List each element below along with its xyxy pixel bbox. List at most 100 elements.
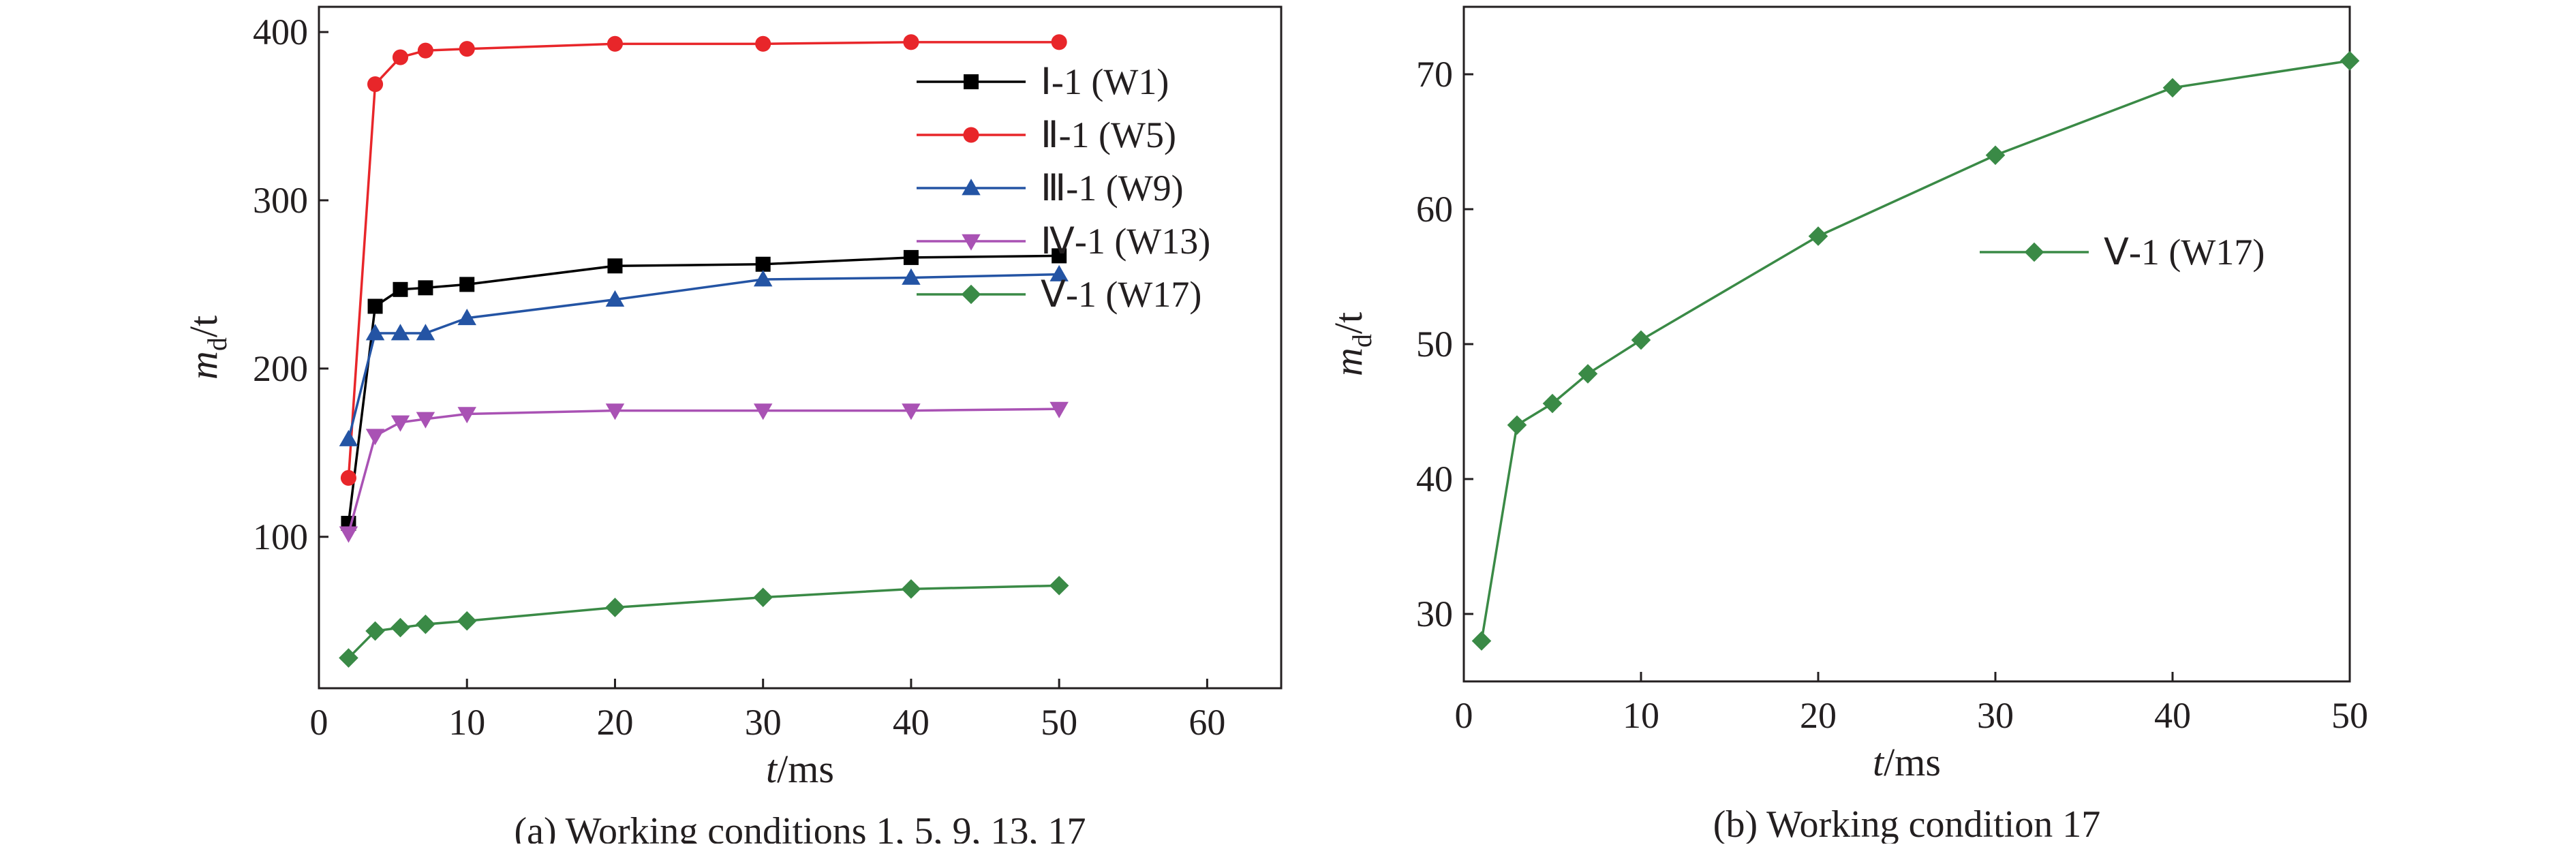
data-point — [1808, 226, 1828, 246]
data-point — [367, 298, 383, 314]
data-point — [1631, 330, 1651, 350]
data-point — [902, 403, 921, 420]
x-tick-label: 0 — [1455, 695, 1473, 736]
x-tick-label: 10 — [1623, 695, 1659, 736]
data-point — [367, 76, 384, 93]
data-point — [365, 429, 385, 446]
data-point — [418, 280, 433, 296]
data-point — [459, 41, 475, 57]
x-axis-variable: t — [1873, 740, 1885, 784]
y-axis-variable: m — [181, 351, 226, 380]
x-tick-label: 20 — [596, 702, 633, 743]
data-point — [1049, 576, 1069, 596]
data-point — [390, 617, 410, 638]
series-0 — [341, 248, 1067, 532]
legend: Ⅴ-1 (W17) — [1980, 232, 2265, 273]
y-tick-label: 60 — [1416, 189, 1453, 230]
plot-frame — [1462, 5, 2351, 683]
data-point — [1578, 364, 1598, 384]
data-point — [605, 290, 625, 307]
panel-caption: (a) Working conditions 1, 5, 9, 13, 17 — [514, 810, 1086, 844]
x-tick-label: 40 — [893, 702, 930, 743]
series-2 — [339, 264, 1069, 446]
legend-label: Ⅳ-1 (W13) — [1041, 221, 1210, 262]
legend-label: Ⅰ-1 (W1) — [1041, 61, 1169, 102]
data-point — [365, 324, 385, 341]
data-point — [753, 403, 773, 420]
y-tick-label: 300 — [253, 180, 308, 221]
data-point — [901, 579, 921, 599]
x-axis-unit: /ms — [1884, 740, 1941, 784]
y-axis-unit: /t — [1326, 312, 1370, 334]
y-tick-label: 70 — [1416, 54, 1453, 95]
data-point — [459, 277, 475, 292]
data-point — [417, 42, 433, 59]
series-line — [347, 41, 1060, 478]
legend-marker — [964, 74, 979, 89]
chart-panel-a: 0 10 20 30 40 50 60 100 200 300 400 t/ms md/t (a) Wor… — [181, 5, 1283, 847]
legend: Ⅰ-1 (W1) Ⅱ-1 (W5) Ⅲ-1 (W9) Ⅳ-1 (W13) Ⅴ-1 (W1… — [917, 61, 1210, 315]
x-tick-label: 30 — [745, 702, 782, 743]
series-3 — [339, 401, 1069, 543]
panel-caption: (b) Working condition 17 — [1713, 803, 2100, 844]
legend-label: Ⅱ-1 (W5) — [1041, 114, 1176, 155]
series-4 — [339, 576, 1069, 668]
legend-item: Ⅳ-1 (W13) — [917, 221, 1210, 262]
data-point — [2340, 50, 2360, 71]
series-1 — [340, 34, 1067, 486]
legend-label: Ⅲ-1 (W9) — [1041, 168, 1184, 209]
x-axis-label: t/ms — [766, 747, 834, 791]
x-tick-label: 50 — [1041, 702, 1077, 743]
data-point — [753, 587, 773, 607]
data-point — [903, 249, 919, 265]
legend-marker — [962, 179, 981, 196]
data-point — [1051, 34, 1067, 50]
y-axis-variable: m — [1326, 348, 1370, 376]
legend-item: Ⅰ-1 (W1) — [917, 61, 1169, 102]
y-tick-label: 50 — [1416, 324, 1453, 365]
data-point — [340, 469, 356, 486]
legend-item: Ⅲ-1 (W9) — [917, 168, 1184, 209]
y-axis-label: md/t — [1326, 312, 1377, 376]
data-point — [1049, 264, 1069, 281]
y-tick-label: 100 — [253, 517, 308, 557]
legend-marker — [961, 284, 981, 305]
chart-panel-b: 0 10 20 30 40 50 30 40 50 60 70 t/ms md/t (b) Working… — [1326, 5, 2368, 846]
x-axis-unit: /ms — [777, 747, 834, 791]
series-line — [1480, 59, 2350, 641]
y-tick-label: 200 — [253, 348, 308, 389]
data-point — [902, 268, 921, 285]
data-point — [607, 35, 624, 52]
data-point — [392, 49, 409, 65]
x-tick-label: 10 — [448, 702, 485, 743]
data-point — [457, 309, 476, 326]
data-point — [753, 270, 773, 287]
data-point — [393, 281, 408, 297]
data-point — [903, 34, 919, 50]
data-point — [416, 412, 435, 429]
x-tick-label: 40 — [2154, 695, 2191, 736]
data-point — [1542, 393, 1563, 414]
data-point — [457, 407, 476, 424]
data-point — [605, 403, 625, 420]
series-line — [348, 584, 1060, 659]
legend-item: Ⅴ-1 (W17) — [917, 274, 1201, 315]
legend-marker — [963, 127, 979, 143]
data-point — [755, 256, 771, 272]
data-point — [1049, 401, 1069, 418]
plot-frame — [318, 5, 1283, 690]
data-point — [755, 35, 771, 52]
x-tick-label: 60 — [1189, 702, 1225, 743]
y-axis-label: md/t — [181, 315, 232, 380]
series-0 — [1471, 50, 2360, 651]
legend-item: Ⅴ-1 (W17) — [1980, 232, 2265, 273]
y-axis-unit: /t — [181, 315, 226, 337]
y-tick-label: 400 — [253, 12, 308, 52]
x-tick-label: 0 — [310, 702, 328, 743]
data-point — [1471, 631, 1492, 651]
data-point — [2162, 78, 2183, 98]
data-point — [365, 621, 385, 641]
x-axis-variable: t — [766, 747, 778, 791]
data-point — [1052, 248, 1067, 264]
